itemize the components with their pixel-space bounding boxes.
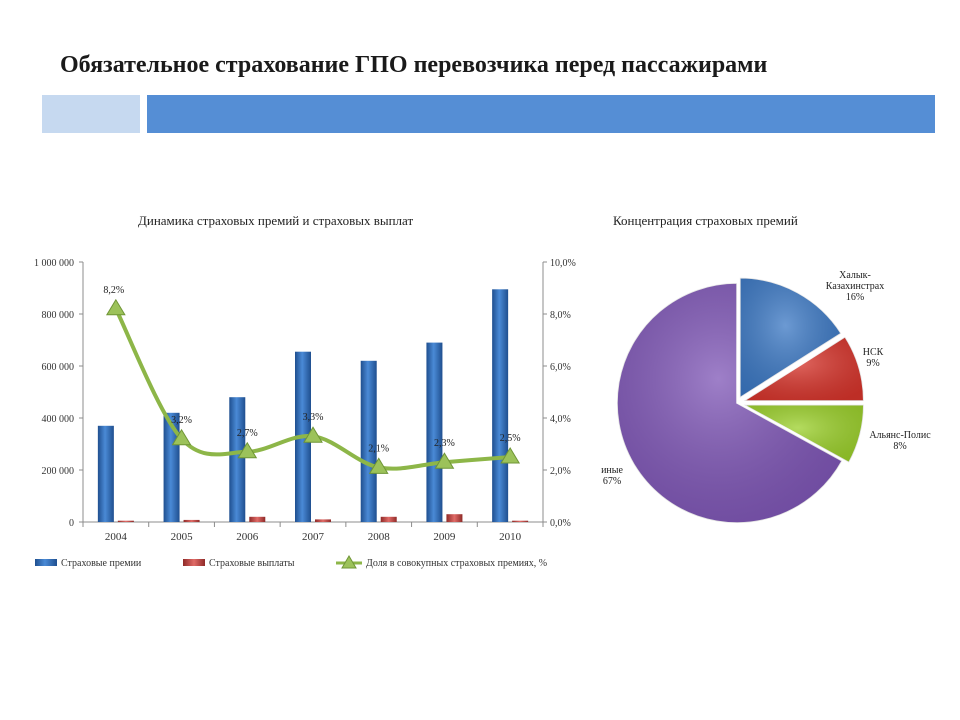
left-tick-label: 200 000 (42, 466, 75, 477)
pie-slice-name-label: иные (601, 465, 623, 476)
pie-slice-name-label: НСК (863, 347, 884, 358)
right-tick-label: 10,0% (550, 258, 576, 269)
right-tick-label: 8,0% (550, 310, 571, 321)
x-tick-label: 2005 (171, 531, 194, 543)
left-tick-label: 1 000 000 (34, 258, 74, 269)
left-tick-label: 600 000 (42, 362, 75, 373)
payout-bar (380, 516, 397, 522)
premium-bar (97, 425, 114, 522)
premium-bar (229, 397, 246, 522)
share-data-label: 3,2% (171, 415, 192, 426)
share-point (303, 426, 323, 443)
share-point (434, 452, 455, 469)
x-tick-label: 2008 (368, 531, 391, 543)
legend-swatch-premiums (35, 559, 57, 566)
pie-slice-shading (739, 277, 842, 398)
pie-slice-percent-label: 16% (846, 292, 864, 303)
share-data-label: 2,1% (368, 443, 389, 454)
legend-swatch-payouts (183, 559, 205, 566)
pie-slice-shading (743, 336, 864, 402)
title-accent-light-bar (42, 95, 140, 133)
share-point (500, 447, 521, 464)
share-data-label: 2,3% (434, 438, 455, 449)
payout-bar (512, 520, 529, 522)
payout-bar (183, 519, 200, 522)
left-tick-label: 0 (69, 518, 74, 529)
premium-bar (163, 412, 180, 522)
payout-bar (446, 514, 463, 522)
payout-bar (315, 519, 331, 522)
pie-slice-percent-label: 9% (866, 358, 879, 369)
share-data-label: 3,3% (303, 412, 324, 423)
x-tick-label: 2006 (236, 531, 259, 543)
right-tick-label: 2,0% (550, 466, 571, 477)
pie-slice-percent-label: 67% (603, 476, 621, 487)
share-point (368, 457, 389, 474)
share-point (171, 428, 192, 446)
share-point (105, 298, 126, 316)
legend-label-premiums: Страховые премии (61, 558, 142, 569)
share-data-label: 2,5% (500, 433, 521, 444)
left-tick-label: 800 000 (42, 310, 75, 321)
share-data-label: 8,2% (103, 285, 124, 296)
bar-chart-title: Динамика страховых премий и страховых вы… (138, 213, 414, 228)
slide-title: Обязательное страхование ГПО перевозчика… (60, 52, 768, 78)
right-tick-label: 6,0% (550, 362, 571, 373)
pie-slice-shading (617, 282, 843, 523)
share-point (237, 441, 258, 459)
right-tick-label: 0,0% (550, 518, 571, 529)
x-tick-label: 2004 (105, 531, 128, 543)
x-tick-label: 2010 (499, 531, 522, 543)
pie-slice-percent-label: 8% (893, 441, 906, 452)
x-tick-label: 2009 (433, 531, 456, 543)
legend-label-share: Доля в совокупных страховых премиях, % (366, 558, 547, 569)
right-tick-label: 4,0% (550, 414, 571, 425)
legend-label-payouts: Страховые выплаты (209, 558, 295, 569)
pie-slice-name-label: Казахинстрах (826, 281, 884, 292)
pie-chart-title: Концентрация страховых премий (613, 213, 798, 228)
pie-slice-name-label: Альянс-Полис (869, 430, 931, 441)
premium-bar (360, 360, 377, 522)
pie-slice-shading (743, 404, 864, 463)
title-accent-dark-bar (147, 95, 935, 133)
premium-bar (426, 342, 443, 522)
x-tick-label: 2007 (302, 531, 325, 543)
share-data-label: 2,7% (237, 428, 258, 439)
premium-bar (492, 289, 509, 522)
payout-bar (117, 520, 134, 522)
pie-slice-name-label: Халык- (839, 270, 871, 281)
left-tick-label: 400 000 (42, 414, 75, 425)
legend-marker-share (341, 555, 357, 569)
payout-bar (249, 516, 266, 522)
